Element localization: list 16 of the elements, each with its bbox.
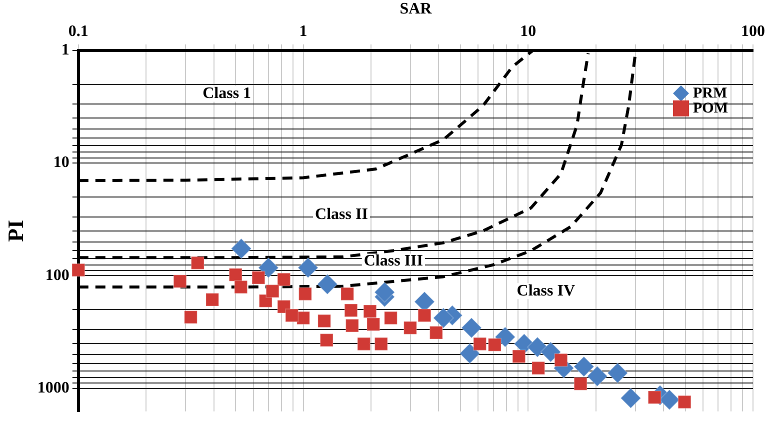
annotation: Class IV [516,282,576,300]
y-tick-label: 1000 [37,380,70,397]
y-tick-label: 10 [53,154,70,172]
x-tick-label: 0.1 [68,22,88,40]
annotation: Class II [315,206,368,223]
annotation: Class III [364,252,424,270]
x-tick-label: 1 [299,22,308,40]
y-tick-label: 1 [61,42,70,59]
x-tick-label: 10 [520,22,536,40]
x-axis-title: SAR [400,0,432,18]
y-tick-label: 100 [45,266,70,284]
annotation: Class 1 [202,84,252,102]
y-axis-title: PI [2,220,28,242]
x-tick-label: 100 [741,22,765,40]
legend-label: PRM [693,85,728,102]
legend-label: POM [693,100,728,116]
